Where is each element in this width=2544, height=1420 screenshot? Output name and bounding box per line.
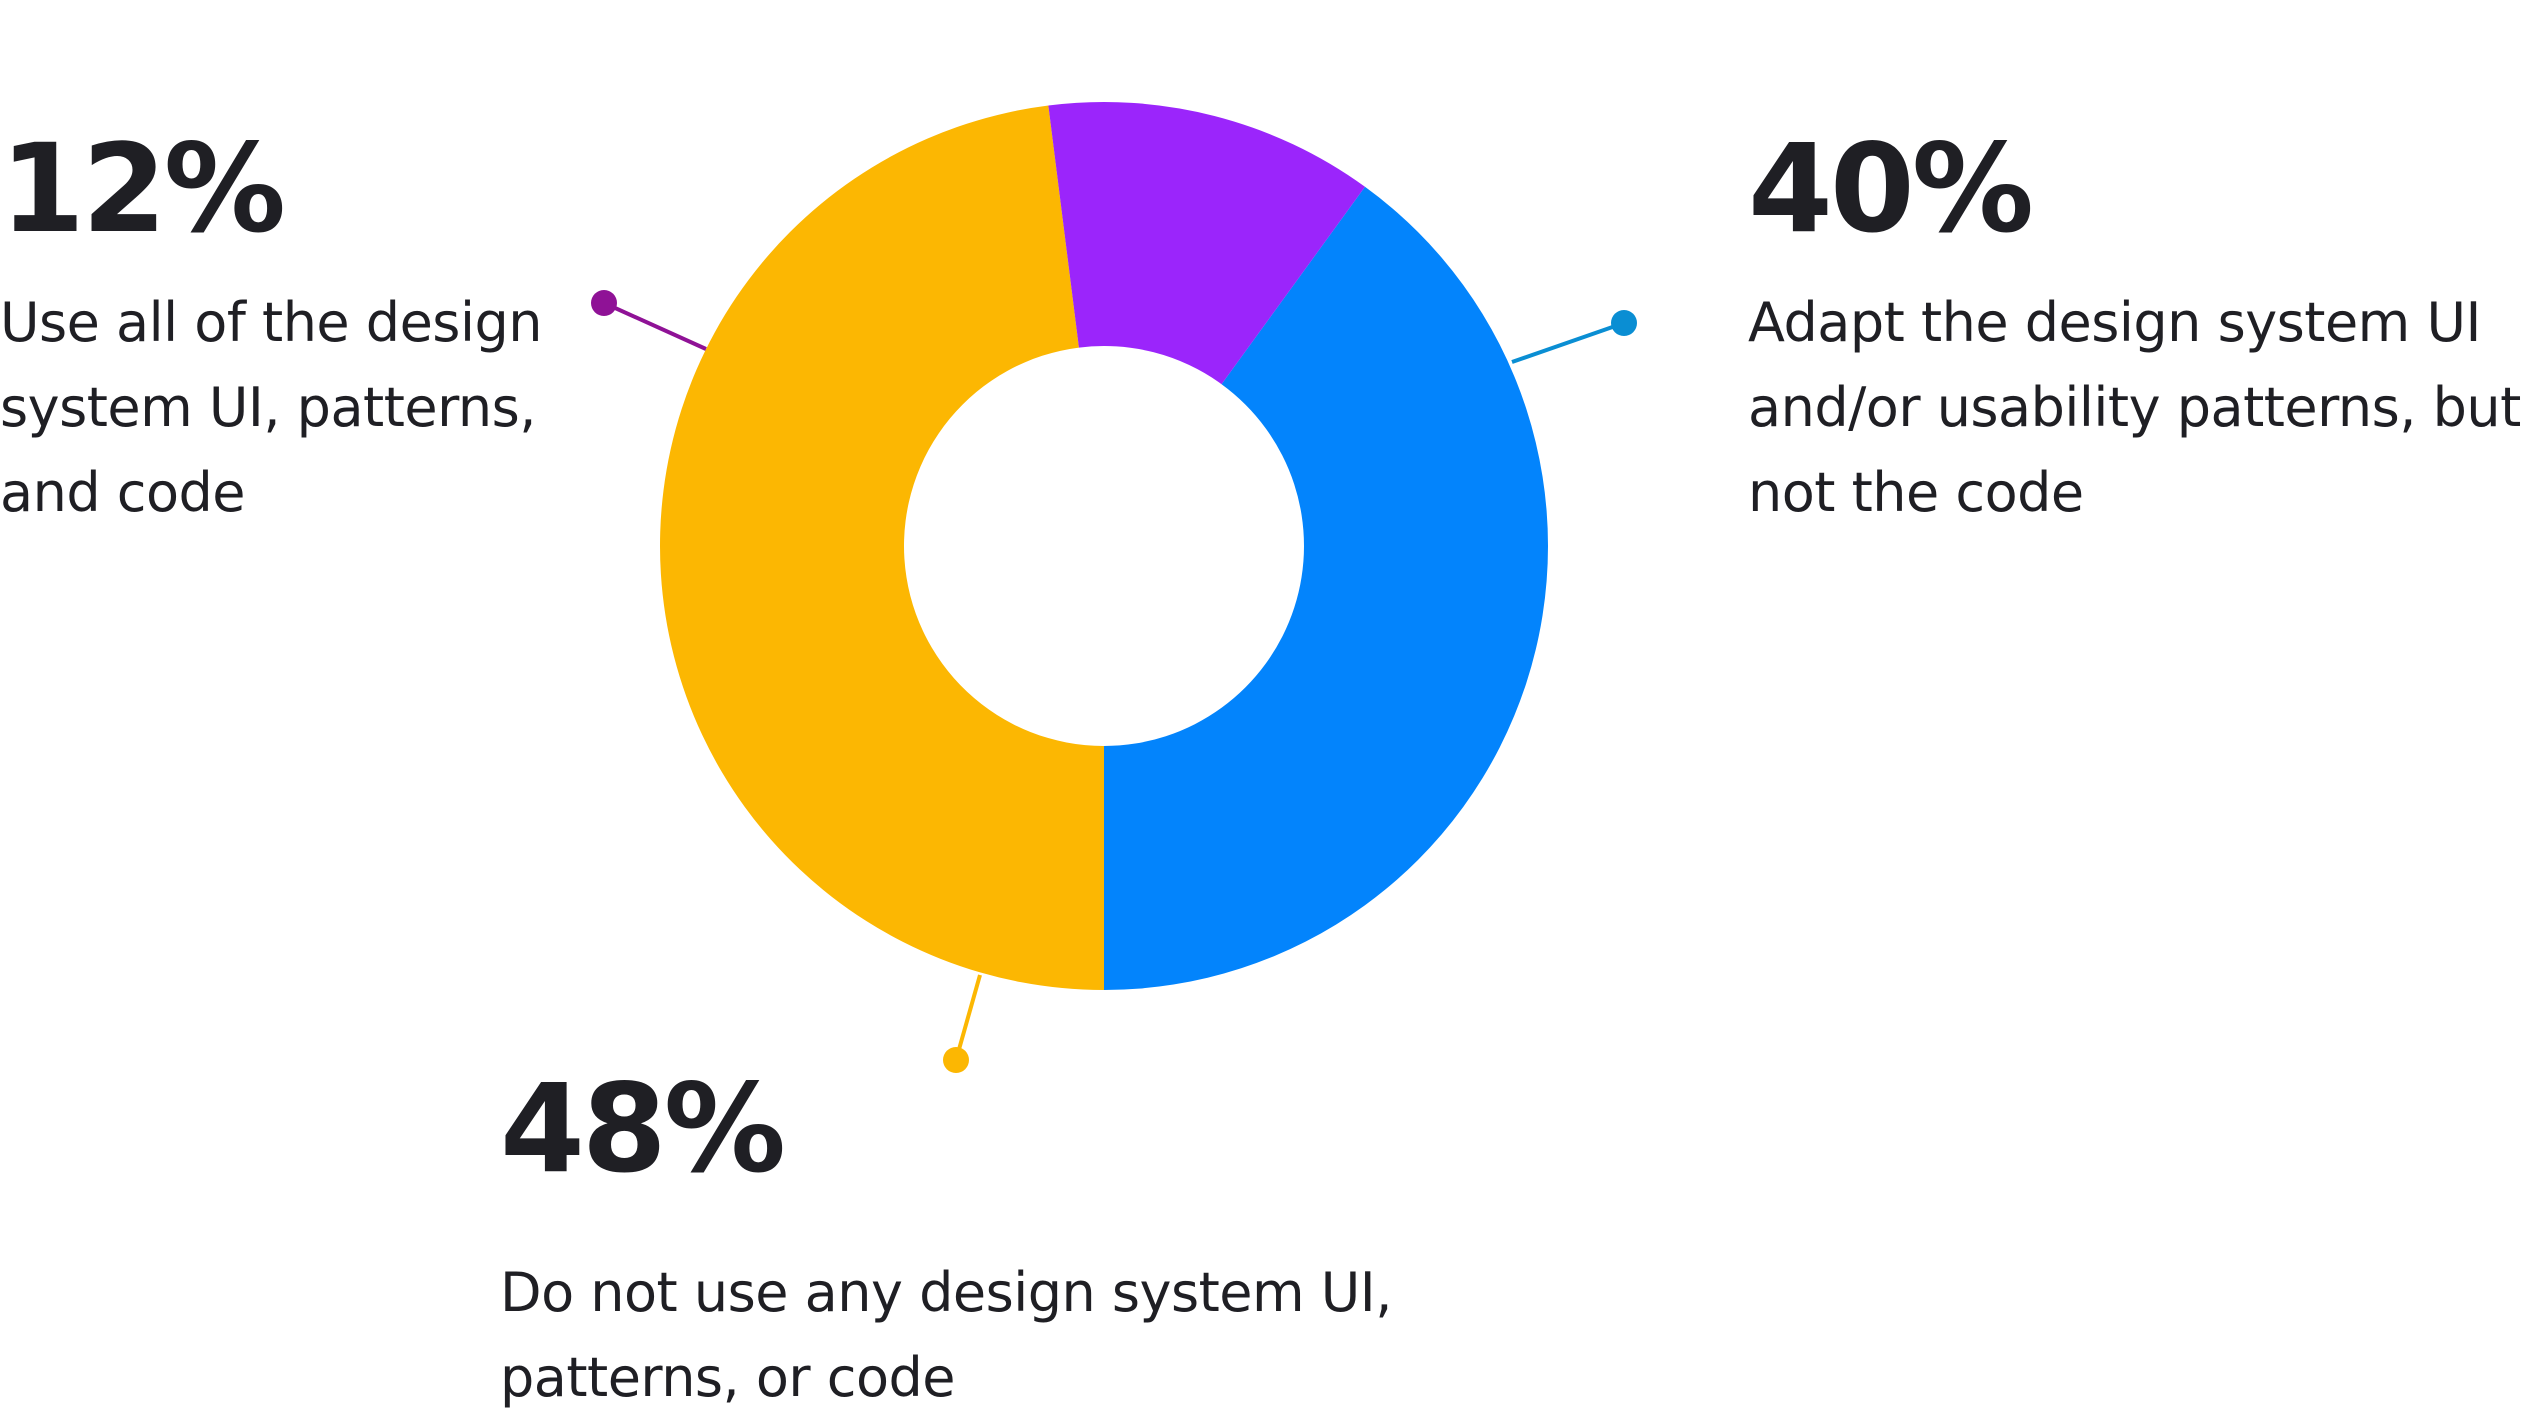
- slice-adapt: [1104, 186, 1549, 990]
- label-none-percent: 48%: [500, 1058, 786, 1200]
- label-adapt-percent: 40%: [1748, 118, 2034, 260]
- label-adapt-description: Adapt the design system UI and/or usabil…: [1748, 291, 2521, 524]
- slice-none: [659, 105, 1104, 991]
- leader-dot-all: [591, 290, 617, 316]
- slice-all: [1048, 102, 1365, 385]
- leader-line-adapt: [1511, 321, 1625, 364]
- leader-line-all: [603, 301, 707, 351]
- leader-line-none: [954, 974, 982, 1061]
- callout-all: 12% Use all of the design system UI, pat…: [0, 128, 560, 535]
- leader-dot-none: [943, 1047, 969, 1073]
- callout-adapt: 40% Adapt the design system UI and/or us…: [1748, 128, 2538, 535]
- label-none-description: Do not use any design system UI, pattern…: [500, 1261, 1392, 1409]
- label-all-percent: 12%: [0, 118, 286, 260]
- label-all-description: Use all of the design system UI, pattern…: [0, 291, 542, 524]
- callout-none: 48% Do not use any design system UI, pat…: [500, 1068, 1500, 1420]
- leader-dot-adapt: [1611, 310, 1637, 336]
